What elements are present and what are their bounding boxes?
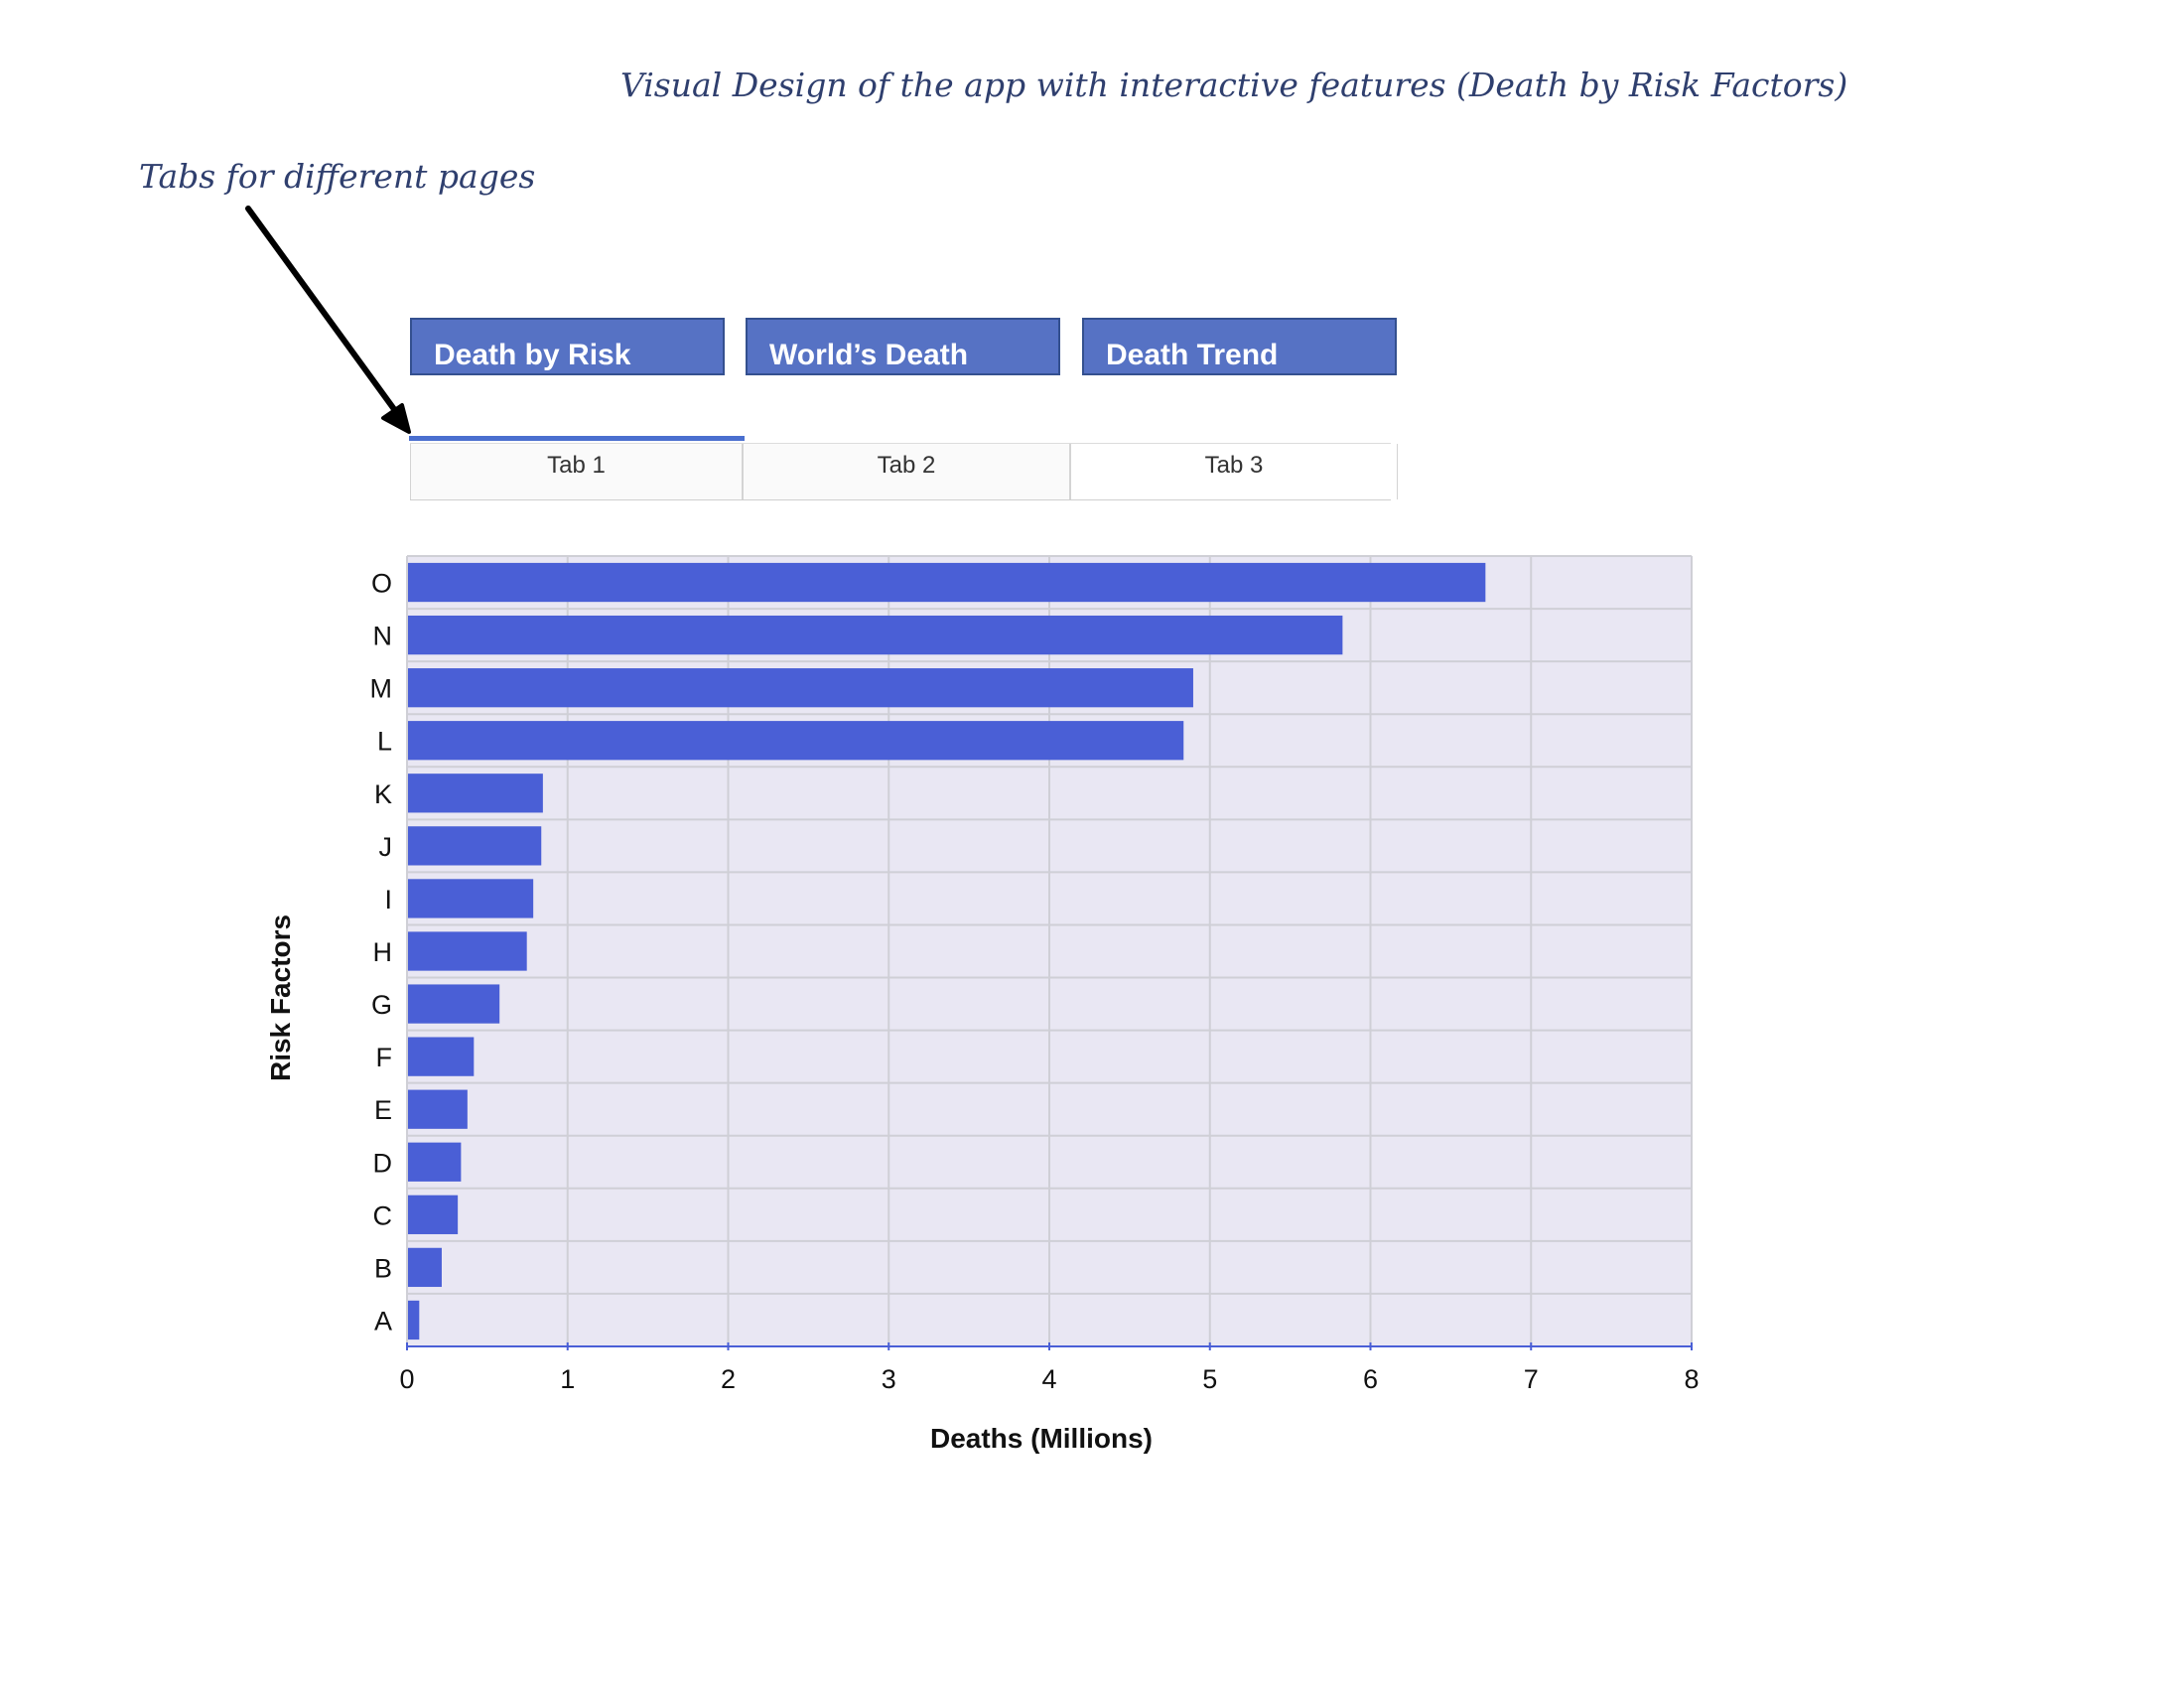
y-axis-title: Risk Factors (265, 914, 296, 1081)
y-tick-label: L (377, 727, 392, 757)
bar-i (408, 879, 534, 918)
tab-bar: Tab 1 Tab 2 Tab 3 (410, 443, 1398, 500)
bar-c (408, 1195, 459, 1234)
x-tick-label: 8 (1684, 1364, 1699, 1394)
x-tick-label: 7 (1524, 1364, 1539, 1394)
bar-j (408, 826, 542, 866)
x-tick-label: 5 (1202, 1364, 1217, 1394)
y-tick-label: E (374, 1095, 392, 1125)
annotation-label: Tabs for different pages (139, 157, 536, 196)
x-tick-label: 3 (882, 1364, 896, 1394)
x-axis-title: Deaths (Millions) (930, 1423, 1153, 1454)
tab-3[interactable]: Tab 3 (1070, 444, 1398, 499)
y-tick-label: G (371, 990, 392, 1020)
tab-1[interactable]: Tab 1 (410, 444, 743, 499)
bar-b (408, 1247, 442, 1288)
y-tick-label: D (373, 1148, 393, 1178)
y-tick-label: M (370, 674, 393, 704)
x-tick-label: 6 (1363, 1364, 1378, 1394)
bar-n (408, 615, 1343, 655)
bar-l (408, 721, 1184, 761)
y-tick-label: B (374, 1253, 392, 1283)
bar-g (408, 984, 500, 1024)
y-tick-label: O (371, 569, 392, 599)
y-tick-label: C (373, 1200, 393, 1230)
bar-a (408, 1300, 420, 1340)
y-tick-label: K (374, 779, 392, 809)
active-tab-indicator (409, 436, 745, 441)
bar-o (408, 562, 1486, 603)
y-tick-label: F (376, 1043, 393, 1072)
y-tick-label: N (373, 622, 393, 651)
nav-button-death-by-risk[interactable]: Death by Risk (410, 318, 725, 375)
bar-m (408, 668, 1193, 708)
x-tick-label: 1 (560, 1364, 575, 1394)
y-tick-label: I (384, 885, 392, 914)
y-tick-label: A (374, 1306, 392, 1336)
y-tick-label: J (379, 832, 393, 862)
bar-d (408, 1142, 462, 1182)
y-tick-label: H (373, 937, 393, 967)
x-tick-label: 4 (1041, 1364, 1056, 1394)
x-tick-label: 2 (721, 1364, 736, 1394)
bar-f (408, 1037, 475, 1076)
bar-k (408, 774, 543, 813)
bar-e (408, 1089, 468, 1129)
nav-button-worlds-death[interactable]: World’s Death (746, 318, 1060, 375)
page-title: Visual Design of the app with interactiv… (620, 66, 1848, 104)
x-tick-label: 0 (399, 1364, 414, 1394)
tab-2[interactable]: Tab 2 (743, 444, 1070, 499)
bar-h (408, 931, 527, 971)
nav-button-death-trend[interactable]: Death Trend (1082, 318, 1397, 375)
